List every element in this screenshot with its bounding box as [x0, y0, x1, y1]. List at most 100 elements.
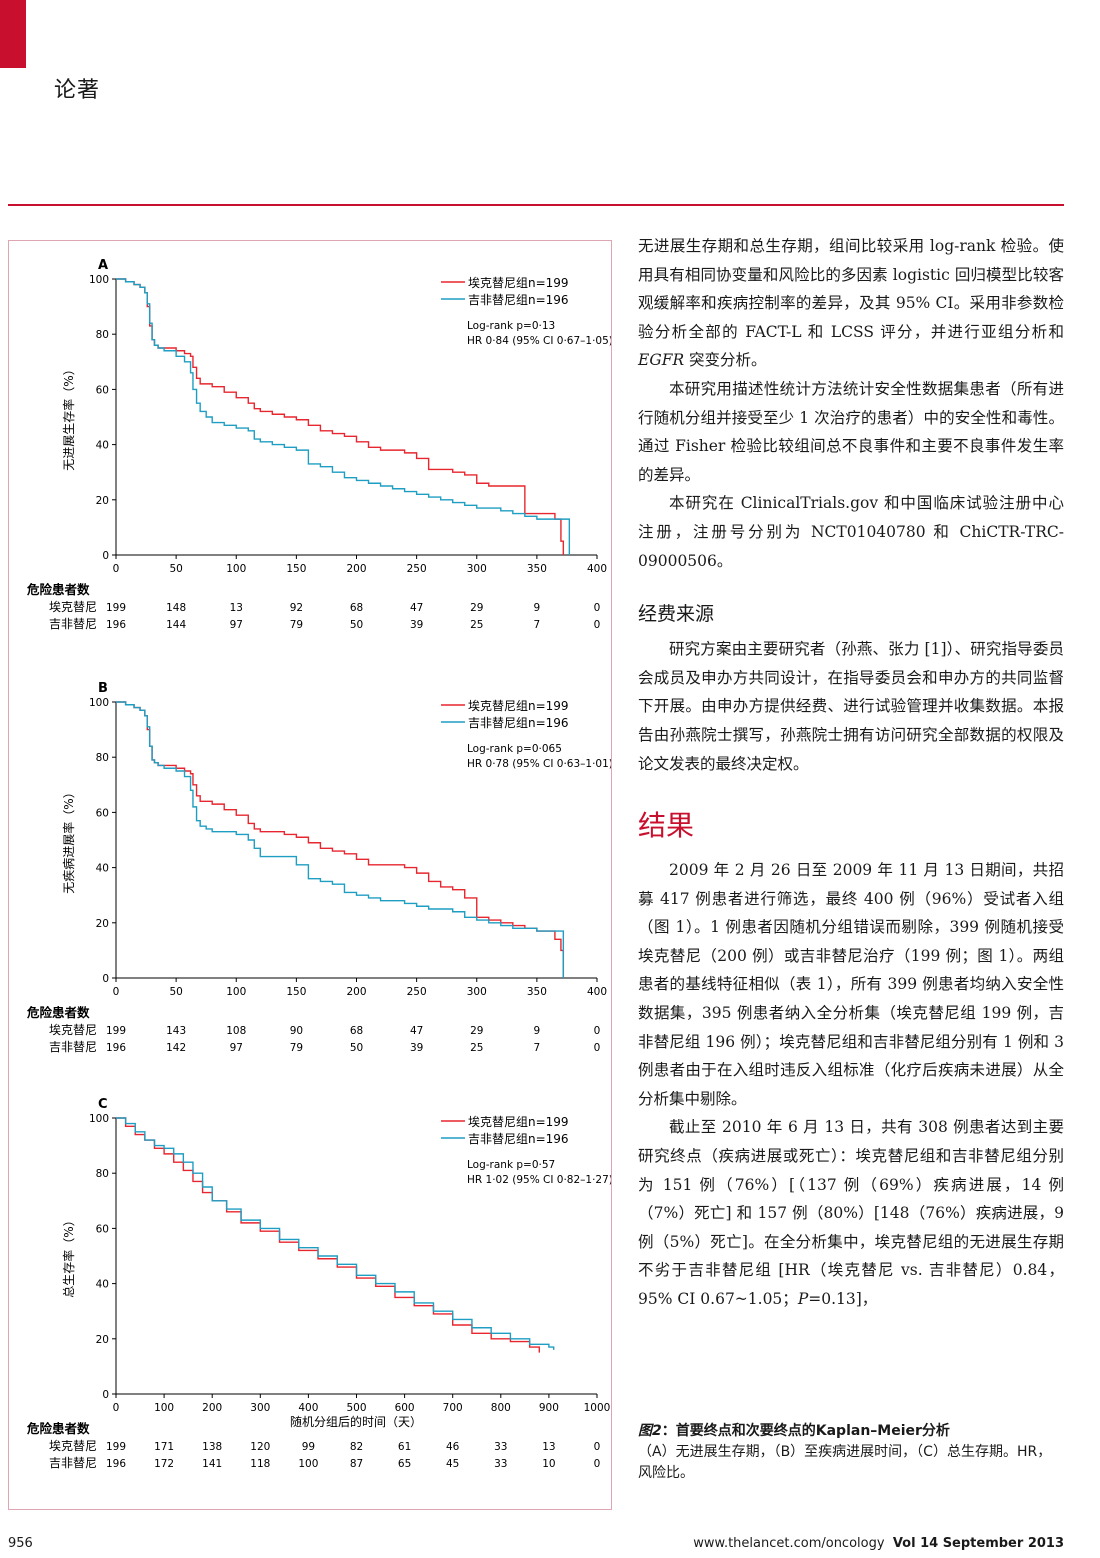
- section-color-bar: [0, 0, 26, 68]
- panel-b-at-risk-value: 7: [534, 1042, 541, 1054]
- panel-c-series-1-line: [116, 1117, 540, 1353]
- panel-a-x-tick-label: 0: [113, 563, 120, 575]
- panel-b-y-tick-label: 80: [96, 752, 109, 764]
- panel-b-y-tick-label: 40: [96, 863, 109, 875]
- panel-c-at-risk-value: 141: [202, 1458, 222, 1470]
- panel-a-at-risk-value: 0: [594, 619, 601, 631]
- panel-c-at-risk-value: 33: [494, 1441, 507, 1453]
- panel-a-x-tick-label: 50: [169, 563, 182, 575]
- paragraph-methods-2: 本研究用描述性统计方法统计安全性数据集患者（所有进行随机分组并接受至少 1 次治…: [638, 379, 1064, 484]
- panel-c-y-tick-label: 40: [96, 1279, 109, 1291]
- panel-c-stat-2: HR 1·02 (95% CI 0·82–1·27): [467, 1174, 611, 1186]
- panel-c-y-axis-label: 总生存率（%）: [61, 1214, 76, 1297]
- panel-a-x-tick-label: 300: [467, 563, 487, 575]
- panel-b-at-risk-value: 39: [410, 1042, 423, 1054]
- panel-b-x-tick-label: 300: [467, 986, 487, 998]
- panel-b-at-risk-value: 9: [534, 1025, 541, 1037]
- panel-c-at-risk-value: 118: [250, 1458, 270, 1470]
- caption-body: （A）无进展生存期，（B）至疾病进展时间，（C）总生存期。HR，风险比。: [638, 1444, 1052, 1481]
- paragraph-results-2: 截止至 2010 年 6 月 13 日，共有 308 例患者达到主要研究终点（疾…: [638, 1113, 1064, 1313]
- journal-footer: www.thelancet.com/oncology Vol 14 Septem…: [693, 1536, 1064, 1551]
- panel-b-at-risk-value: 142: [166, 1042, 186, 1054]
- panel-a-stat-1: Log-rank p=0·13: [467, 320, 555, 332]
- panel-c-at-risk-value: 0: [594, 1458, 601, 1470]
- panel-b-stat-2: HR 0·78 (95% CI 0·63–1·01): [467, 758, 611, 770]
- journal-site: www.thelancet.com/oncology: [693, 1536, 885, 1551]
- panel-a-at-risk-group-label: 吉非替尼: [49, 617, 97, 631]
- panel-c-at-risk-value: 138: [202, 1441, 222, 1453]
- panel-a-at-risk-value: 9: [534, 602, 541, 614]
- panel-b-series-2-line: [116, 701, 565, 978]
- panel-b-x-tick-label: 100: [226, 986, 246, 998]
- paragraph-results-1: 2009 年 2 月 26 日至 2009 年 11 月 13 日期间，共招募 …: [638, 861, 1064, 1108]
- panel-a-at-risk-value: 79: [290, 619, 303, 631]
- figure-2: A 0 20 40 60 80 100 0 50 100 150 200 250 300 350 400 无进展…: [8, 240, 613, 1510]
- panel-c-at-risk-value: 61: [398, 1441, 411, 1453]
- panel-a-at-risk-value: 196: [106, 619, 126, 631]
- panel-c-at-risk-title: 危险患者数: [26, 1421, 90, 1436]
- panel-b-at-risk-value: 47: [410, 1025, 423, 1037]
- panel-b-at-risk-value: 199: [106, 1025, 126, 1037]
- panel-b-at-risk-value: 29: [470, 1025, 483, 1037]
- panel-c-at-risk-value: 196: [106, 1458, 126, 1470]
- panel-a-at-risk-value: 29: [470, 602, 483, 614]
- panel-b-at-risk-value: 0: [594, 1025, 601, 1037]
- panel-c-x-tick-label: 0: [113, 1402, 120, 1414]
- caption-label: 图2: [638, 1423, 662, 1439]
- panel-b-at-risk-value: 97: [230, 1042, 243, 1054]
- panel-c-x-tick-label: 200: [202, 1402, 222, 1414]
- paragraph-results-2-part-b: =0.13]，: [808, 1290, 878, 1308]
- panel-b-y-tick-label: 100: [89, 697, 109, 709]
- panel-b-at-risk-value: 196: [106, 1042, 126, 1054]
- panel-b-at-risk-value: 0: [594, 1042, 601, 1054]
- panel-c-at-risk-value: 120: [250, 1441, 270, 1453]
- panel-a-at-risk-group-label: 埃克替尼: [49, 600, 97, 614]
- panel-c-x-tick-label: 900: [539, 1402, 559, 1414]
- page-number: 956: [8, 1536, 33, 1551]
- panel-c-x-tick-label: 600: [395, 1402, 415, 1414]
- panel-a-legend-label-2: 吉非替尼组n=196: [468, 293, 569, 307]
- panel-c-series-2-line: [116, 1117, 555, 1350]
- panel-c-y-tick-label: 60: [96, 1223, 109, 1235]
- paragraph-methods-1-part-a: 无进展生存期和总生存期，组间比较采用 log-rank 检验。使用具有相同协变量…: [638, 237, 1064, 341]
- panel-c-at-risk-value: 99: [302, 1441, 315, 1453]
- panel-c-at-risk-value: 46: [446, 1441, 460, 1453]
- panel-b-legend-label-2: 吉非替尼组n=196: [468, 716, 569, 730]
- panel-b-at-risk-value: 90: [290, 1025, 303, 1037]
- section-label: 论著: [54, 78, 101, 103]
- panel-b-at-risk-value: 68: [350, 1025, 363, 1037]
- panel-a-y-tick-label: 60: [96, 384, 109, 396]
- paragraph-methods-1-part-b: 突变分析。: [684, 351, 767, 370]
- panel-b-at-risk-value: 50: [350, 1042, 363, 1054]
- panel-a-at-risk-value: 13: [230, 602, 243, 614]
- panel-b-label: B: [98, 681, 108, 696]
- panel-b-at-risk-value: 79: [290, 1042, 303, 1054]
- panel-b-x-tick-label: 0: [113, 986, 120, 998]
- paragraph-results-2-part-a: 截止至 2010 年 6 月 13 日，共有 308 例患者达到主要研究终点（疾…: [638, 1118, 1064, 1308]
- panel-a-x-tick-label: 250: [407, 563, 427, 575]
- panel-b-y-tick-label: 20: [96, 918, 109, 930]
- panel-b-at-risk-group-label: 吉非替尼: [49, 1040, 97, 1054]
- panel-c-legend-label-2: 吉非替尼组n=196: [468, 1132, 569, 1146]
- panel-b-stat-1: Log-rank p=0·065: [467, 743, 562, 755]
- panel-c-x-tick-label: 100: [154, 1402, 174, 1414]
- panel-c-at-risk-value: 87: [350, 1458, 363, 1470]
- panel-a-y-tick-label: 40: [96, 440, 109, 452]
- panel-a-x-tick-label: 100: [226, 563, 246, 575]
- panel-b-at-risk-value: 25: [470, 1042, 483, 1054]
- header-rule: [8, 204, 1064, 206]
- panel-a-at-risk-value: 92: [290, 602, 303, 614]
- panel-a-x-tick-label: 350: [527, 563, 547, 575]
- journal-issue: Vol 14 September 2013: [892, 1536, 1064, 1551]
- paragraph-methods-1: 无进展生存期和总生存期，组间比较采用 log-rank 检验。使用具有相同协变量…: [638, 232, 1064, 375]
- panel-c-at-risk-value: 172: [154, 1458, 174, 1470]
- heading-results: 结果: [638, 809, 695, 843]
- panel-a-y-tick-label: 20: [96, 495, 109, 507]
- panel-a-y-tick-label: 80: [96, 329, 109, 341]
- paragraph-methods-1-egfr: EGFR: [638, 351, 685, 370]
- panel-b-x-tick-label: 150: [286, 986, 306, 998]
- panel-b-at-risk-title: 危险患者数: [26, 1005, 90, 1020]
- panel-a-y-axis-label: 无进展生存率（%）: [61, 363, 76, 470]
- panel-c-y-tick-label: 20: [96, 1334, 109, 1346]
